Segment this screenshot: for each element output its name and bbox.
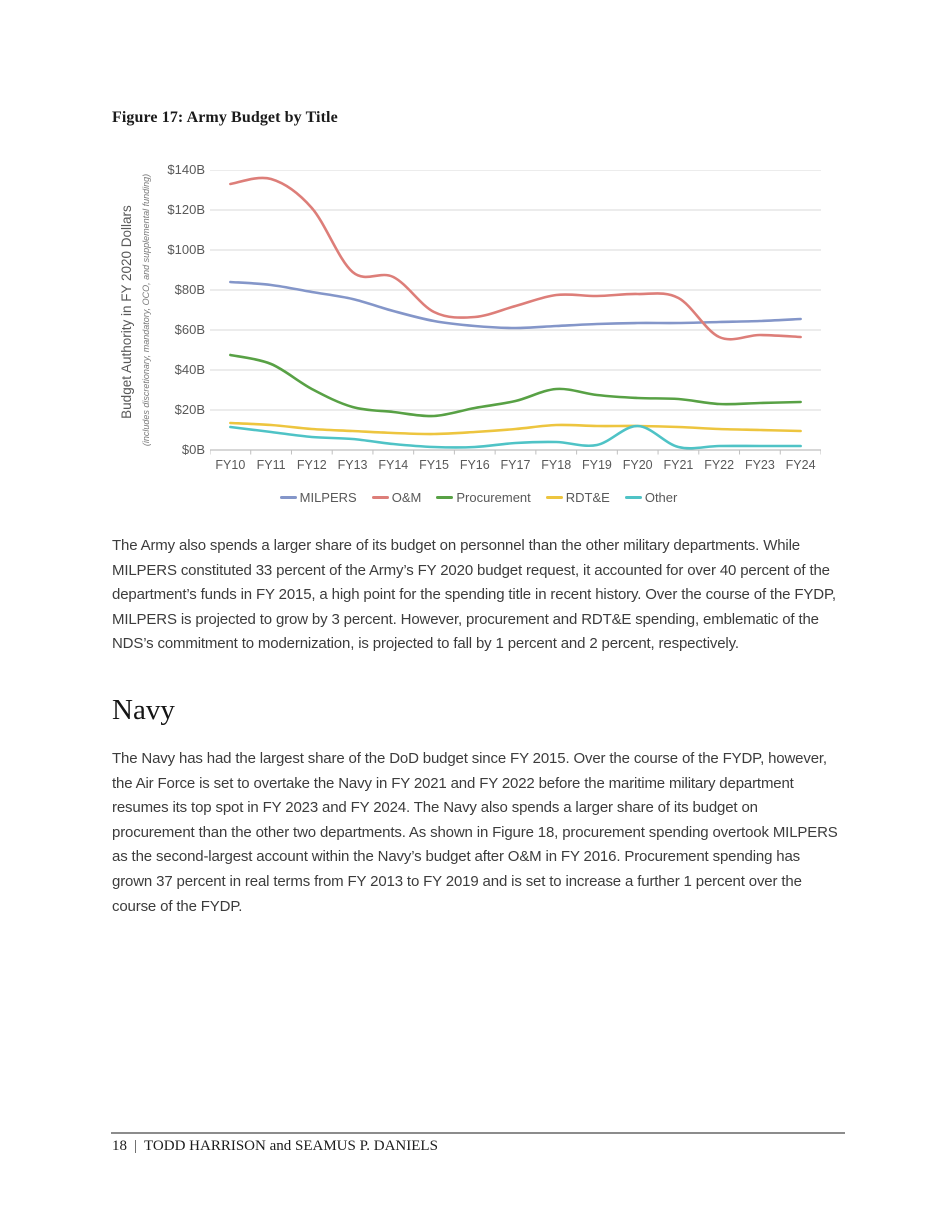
y-tick-label: $140B xyxy=(167,162,205,177)
x-tick-label: FY23 xyxy=(744,458,775,472)
x-tick-label: FY18 xyxy=(541,458,572,472)
legend-swatch xyxy=(545,495,563,499)
legend-swatch xyxy=(436,495,454,499)
chart-legend: MILPERS O&M Procurement RDT&E Other xyxy=(112,488,845,506)
y-tick-label: $20B xyxy=(174,402,205,417)
series-line-rdt-e xyxy=(229,421,802,436)
army-paragraph: The Army also spends a larger share of i… xyxy=(112,537,836,653)
footer-separator: | xyxy=(134,1138,138,1154)
legend-label: RDT&E xyxy=(565,489,610,505)
legend-item-rdt-e: RDT&E xyxy=(545,489,610,505)
legend-label: Procurement xyxy=(456,489,531,505)
footer: 18 | TODD HARRISON and SEAMUS P. DANIELS xyxy=(112,1138,842,1155)
army-budget-chart: Budget Authority in FY 2020 Dollars (inc… xyxy=(112,150,845,512)
legend-label: Other xyxy=(644,489,678,505)
x-tick-label: FY24 xyxy=(785,458,816,472)
x-tick-label: FY19 xyxy=(582,458,612,472)
legend-swatch xyxy=(371,495,389,499)
x-tick-label: FY20 xyxy=(622,458,653,472)
x-tick-label: FY17 xyxy=(500,458,531,472)
footer-authors: TODD HARRISON and SEAMUS P. DANIELS xyxy=(144,1138,438,1154)
legend-label: MILPERS xyxy=(299,489,357,505)
x-tick-label: FY10 xyxy=(215,458,246,472)
x-axis-tick-labels: FY10 FY11 FY12 FY13 FY14 FY15 FY16 FY17 FY18 FY19… xyxy=(210,458,821,476)
legend-item-procurement: Procurement xyxy=(436,489,531,505)
legend-item-other: Other xyxy=(624,489,678,505)
y-axis-tick-labels: $140B $120B $100B $80B $60B $40B $20B $0B xyxy=(112,150,205,470)
legend-item-milpers: MILPERS xyxy=(279,489,357,505)
y-tick-label: $0B xyxy=(181,442,205,457)
y-tick-label: $80B xyxy=(174,282,205,297)
y-tick-label: $120B xyxy=(167,202,205,217)
x-tick-label: FY12 xyxy=(296,458,327,472)
footer-page-number: 18 xyxy=(112,1138,127,1154)
series-line-o-m xyxy=(229,176,802,341)
plot-area xyxy=(209,169,822,456)
x-tick-label: FY14 xyxy=(378,458,409,472)
series-line-procurement xyxy=(229,353,802,418)
footer-rule xyxy=(111,1132,845,1134)
navy-section-heading: Navy xyxy=(112,694,175,726)
figure-title: Figure 17: Army Budget by Title xyxy=(112,109,338,126)
x-tick-label: FY15 xyxy=(419,458,449,472)
x-tick-label: FY16 xyxy=(459,458,490,472)
x-tick-label: FY11 xyxy=(256,458,286,472)
x-tick-label: FY13 xyxy=(337,458,368,472)
navy-paragraph: The Navy has had the largest share of th… xyxy=(112,750,838,915)
x-tick-label: FY22 xyxy=(704,458,735,472)
legend-label: O&M xyxy=(391,489,422,505)
line-plot-svg xyxy=(209,169,822,455)
y-tick-label: $60B xyxy=(174,322,205,337)
y-tick-label: $100B xyxy=(167,242,205,257)
x-tick-label: FY21 xyxy=(663,458,694,472)
series-line-milpers xyxy=(229,280,802,330)
y-tick-label: $40B xyxy=(174,362,205,377)
series-line-other xyxy=(229,424,802,450)
legend-swatch xyxy=(624,495,642,499)
legend-item-o-m: O&M xyxy=(371,489,422,505)
legend-swatch xyxy=(279,495,297,499)
